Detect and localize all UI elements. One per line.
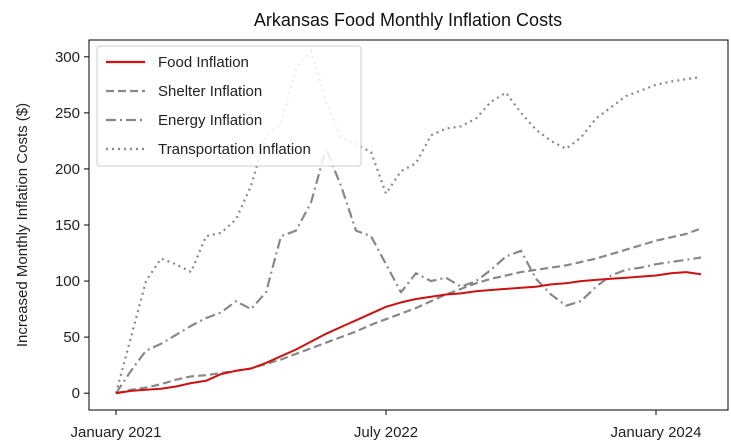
y-tick-label: 300 (55, 49, 80, 66)
y-axis-label: Increased Monthly Inflation Costs ($) (14, 103, 31, 347)
x-tick-label: January 2024 (611, 424, 702, 441)
x-tick-label: January 2021 (71, 424, 162, 441)
legend-label: Transportation Inflation (158, 141, 311, 158)
x-tick-label: July 2022 (354, 424, 418, 441)
legend-label: Energy Inflation (158, 112, 262, 129)
y-tick-label: 0 (72, 385, 80, 402)
series-line-shelter-inflation (115, 227, 702, 395)
chart-title: Arkansas Food Monthly Inflation Costs (254, 10, 562, 30)
y-tick-label: 50 (63, 329, 80, 346)
legend-label: Food Inflation (158, 54, 249, 71)
y-tick-label: 100 (55, 273, 80, 290)
plot-area (114, 50, 702, 395)
y-tick-label: 150 (55, 217, 80, 234)
legend: Food Inflation Shelter Inflation Energy In… (96, 45, 362, 167)
series-line-transportation-inflation (114, 50, 702, 394)
y-tick-label: 250 (55, 105, 80, 122)
legend-label: Shelter Inflation (158, 83, 262, 100)
legend-box (96, 45, 362, 167)
y-tick-label: 200 (55, 161, 80, 178)
axes: 0 50 100 150 200 250 300 January 2021 July 2022 J… (55, 39, 729, 441)
series-line-energy-inflation (115, 147, 702, 394)
series-line-food-inflation (115, 271, 702, 395)
